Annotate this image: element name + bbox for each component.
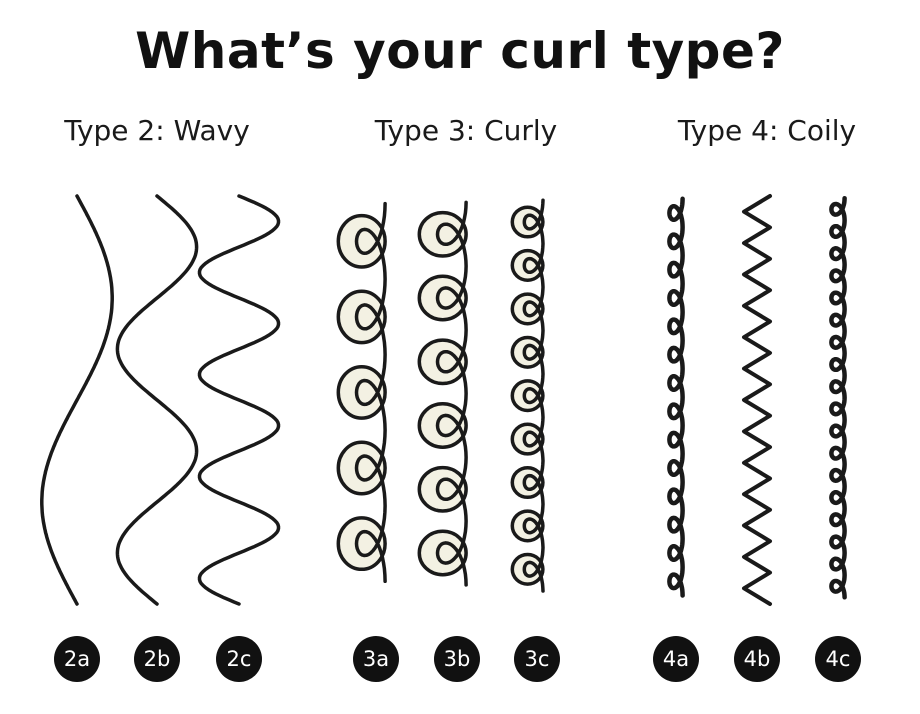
strand-2b <box>115 194 199 606</box>
strand-2c <box>197 194 281 606</box>
badge-3a: 3a <box>353 636 399 682</box>
badge-3b: 3b <box>434 636 480 682</box>
badge-2a: 2a <box>54 636 100 682</box>
strand-3b-loop-3 <box>417 338 468 386</box>
badge-4c: 4c <box>815 636 861 682</box>
strand-3a-loop-3 <box>336 364 387 420</box>
badge-3c: 3c <box>514 636 560 682</box>
strand-4c <box>829 195 847 600</box>
strand-3b-loop-4 <box>417 402 468 449</box>
strand-3c-loop-8 <box>510 509 545 543</box>
strand-3c-loop-1 <box>510 205 545 239</box>
strand-4a <box>667 196 685 598</box>
group-heading-curly: Type 3: Curly <box>374 114 558 147</box>
strand-3c-loop-7 <box>510 465 545 500</box>
strand-3a-loop-4 <box>336 440 387 496</box>
strand-3c-loop-3 <box>510 292 545 326</box>
strand-3a-loop-5 <box>336 516 387 572</box>
strand-3b-loop-2 <box>417 274 468 322</box>
strand-3a-loop-2 <box>336 289 387 345</box>
strand-2a <box>40 194 114 606</box>
strand-3b-loop-6 <box>417 529 468 577</box>
group-heading-wavy: Type 2: Wavy <box>64 114 250 147</box>
strand-3b-loop-5 <box>417 465 468 513</box>
strand-3c-loop-6 <box>510 422 545 456</box>
badge-4a: 4a <box>653 636 699 682</box>
badge-2c: 2c <box>216 636 262 682</box>
strand-3a-loop-1 <box>336 213 387 269</box>
strand-3b <box>435 200 468 587</box>
strand-3c <box>522 198 545 593</box>
badge-4b: 4b <box>734 636 780 682</box>
strand-3b-loop-1 <box>417 210 468 258</box>
strand-3c-loop-2 <box>510 248 545 282</box>
strand-3c-loop-5 <box>510 379 545 413</box>
strand-3a <box>354 201 387 584</box>
strand-3c-loop-4 <box>510 335 545 369</box>
strand-4b <box>742 194 772 606</box>
strand-3c-loop-9 <box>510 552 545 586</box>
badge-2b: 2b <box>134 636 180 682</box>
group-heading-coily: Type 4: Coily <box>677 114 857 147</box>
page-title: What’s your curl type? <box>135 22 785 80</box>
